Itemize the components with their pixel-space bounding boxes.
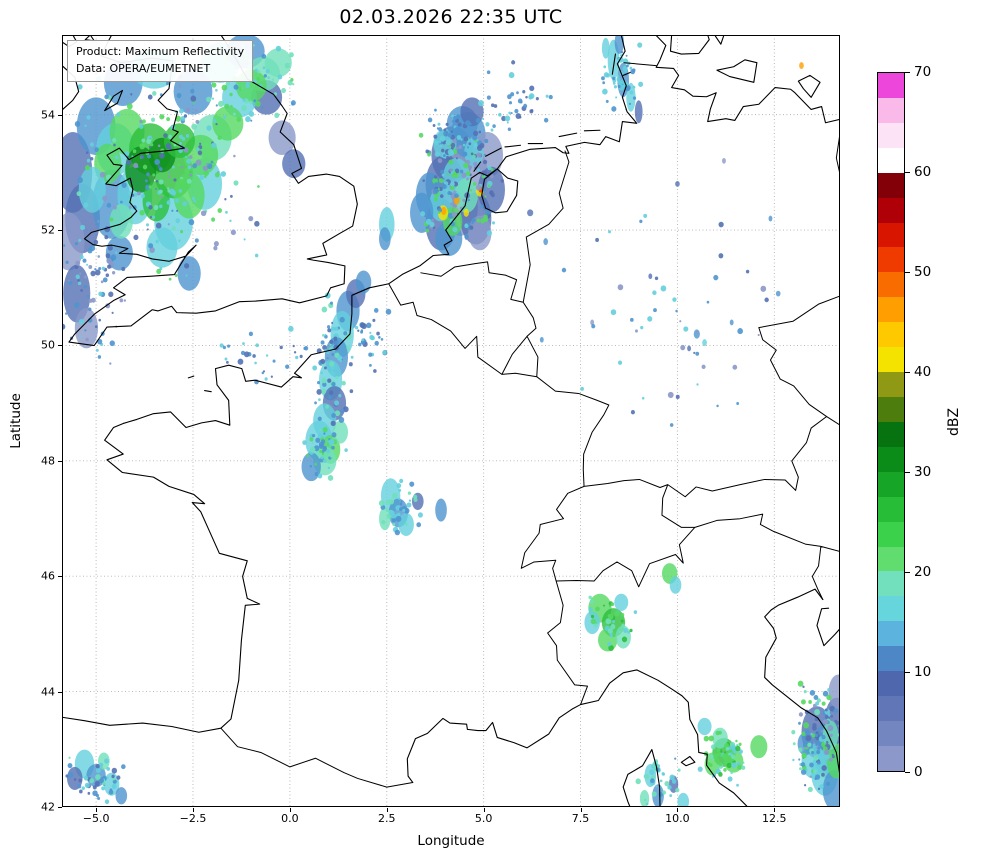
colorbar-segment: [878, 745, 904, 771]
coastline-border-layer: [62, 35, 840, 807]
colorbar-tick-label: 50: [914, 264, 932, 280]
y-tick-mark: [58, 576, 62, 578]
colorbar-segment: [878, 372, 904, 397]
colorbar-tick-label: 0: [914, 764, 923, 780]
figure-title: 02.03.2026 22:35 UTC: [339, 6, 563, 28]
y-tick-label: 46: [41, 569, 55, 583]
colorbar-tick-label: 70: [914, 64, 932, 80]
colorbar-segment: [878, 646, 904, 672]
x-tick-mark: [580, 808, 582, 812]
map-canvas: [62, 35, 840, 807]
y-tick-label: 44: [41, 685, 55, 699]
colorbar-tick-mark: [905, 472, 910, 473]
grid-lines: [62, 35, 840, 807]
coastline-britain: [69, 35, 357, 346]
colorbar-tick-mark: [905, 572, 910, 573]
colorbar-segment: [878, 596, 904, 622]
colorbar-segment: [878, 471, 904, 497]
x-tick-mark: [774, 808, 776, 812]
x-tick-mark: [483, 808, 485, 812]
colorbar-tick-mark: [905, 72, 910, 73]
y-tick-label: 52: [41, 223, 55, 237]
colorbar-segment: [878, 272, 904, 298]
x-tick-mark: [289, 808, 291, 812]
y-tick-mark: [58, 691, 62, 693]
colorbar-segment: [878, 421, 904, 447]
colorbar-segment: [878, 347, 904, 373]
colorbar-segment: [878, 521, 904, 547]
colorbar-segment: [878, 571, 904, 597]
colorbar-tick-label: 30: [914, 464, 932, 480]
colorbar-segment: [878, 147, 904, 173]
coastline-baltic: [656, 35, 840, 123]
colorbar-segment: [878, 297, 904, 323]
y-tick-mark: [58, 807, 62, 808]
colorbar-segment: [878, 197, 904, 223]
y-tick-mark: [58, 460, 62, 462]
x-tick-label: 2.5: [378, 812, 396, 825]
x-tick-label: −2.5: [179, 812, 207, 825]
colorbar-segment: [878, 720, 904, 746]
y-tick-mark: [58, 230, 62, 232]
colorbar-segment: [878, 396, 904, 422]
y-tick-label: 48: [41, 454, 55, 468]
coastline-islands: [105, 35, 820, 807]
colorbar-segment: [878, 322, 904, 348]
colorbar-segment: [878, 671, 904, 697]
colorbar-unit-label: dBZ: [946, 407, 962, 437]
x-tick-label: 12.5: [762, 812, 787, 825]
colorbar-segment: [878, 696, 904, 721]
colorbar-tick-mark: [905, 172, 910, 173]
colorbar-tick-label: 20: [914, 564, 932, 580]
x-tick-mark: [192, 808, 194, 812]
colorbar-segment: [878, 546, 904, 572]
colorbar-segment: [878, 621, 904, 647]
y-tick-label: 54: [41, 108, 55, 122]
colorbar: [877, 72, 905, 772]
y-axis-label: Latitude: [8, 393, 24, 449]
x-tick-label: −5.0: [82, 812, 110, 825]
coastline-continent-west: [62, 35, 637, 732]
colorbar-segment: [878, 73, 904, 98]
colorbar-segment: [878, 446, 904, 472]
info-box: Product: Maximum Reflectivity Data: OPER…: [67, 40, 254, 82]
x-tick-mark: [386, 808, 388, 812]
colorbar-tick-mark: [905, 272, 910, 273]
x-tick-label: 0.0: [281, 812, 299, 825]
colorbar-segment: [878, 247, 904, 273]
x-tick-label: 7.5: [571, 812, 590, 825]
y-tick-label: 50: [41, 338, 55, 352]
colorbar-segment: [878, 222, 904, 248]
colorbar-segment: [878, 496, 904, 522]
data-source-label: Data: OPERA/EUMETNET: [76, 61, 211, 75]
country-borders: [221, 63, 840, 787]
x-tick-mark: [677, 808, 679, 812]
colorbar-tick-label: 10: [914, 664, 932, 680]
colorbar-segments: [878, 73, 904, 771]
colorbar-tick-label: 60: [914, 164, 932, 180]
x-tick-mark: [96, 808, 98, 812]
product-label: Product: Maximum Reflectivity: [76, 45, 245, 58]
x-axis-label: Longitude: [417, 833, 485, 849]
colorbar-segment: [878, 97, 904, 123]
colorbar-segment: [878, 172, 904, 198]
colorbar-tick-label: 40: [914, 364, 932, 380]
y-tick-mark: [58, 345, 62, 347]
colorbar-tick-mark: [905, 672, 910, 673]
coastline-mediterranean-italy: [407, 589, 840, 807]
x-tick-label: 10.0: [665, 812, 690, 825]
colorbar-tick-mark: [905, 772, 910, 773]
colorbar-tick-mark: [905, 372, 910, 373]
x-tick-label: 5.0: [474, 812, 493, 825]
y-tick-mark: [58, 114, 62, 116]
y-tick-label: 42: [41, 800, 55, 814]
colorbar-segment: [878, 122, 904, 148]
